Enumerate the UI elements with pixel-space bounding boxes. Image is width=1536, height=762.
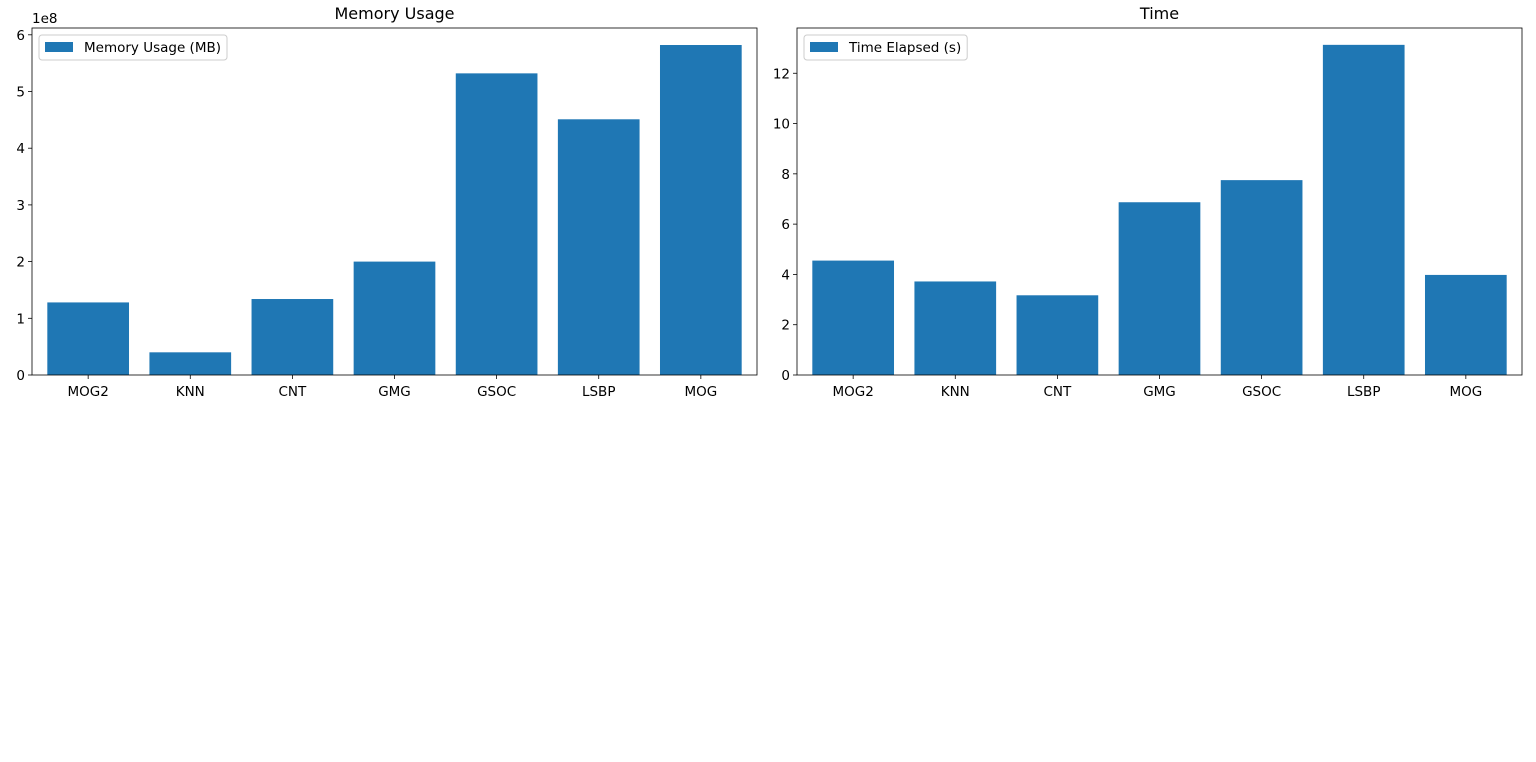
y-tick-label: 0	[16, 368, 25, 384]
bar-gmg	[353, 261, 436, 375]
y-tick-label: 2	[781, 318, 790, 334]
legend-box	[803, 34, 968, 61]
bar-lsbp	[1322, 44, 1405, 375]
y-tick-label: 8	[781, 167, 790, 183]
y-tick-label: 0	[781, 368, 790, 384]
x-tick-label: LSBP	[1347, 384, 1381, 400]
x-tick-label: KNN	[176, 384, 205, 400]
time-chart: MOG2 KNN CNT GMG GSOC LSBP MOG 0 2 4 6 8 10 12 Time Tim…	[773, 4, 1523, 400]
x-tick-label: GMG	[378, 384, 411, 400]
bar-cnt	[251, 299, 334, 375]
legend: Memory Usage (MB)	[38, 34, 228, 61]
bar-mog	[1424, 274, 1507, 375]
x-tick-label: KNN	[941, 384, 970, 400]
legend-box	[38, 34, 228, 61]
bar-mog	[659, 45, 742, 375]
x-tick-label: CNT	[278, 384, 307, 400]
y-tick-label: 6	[781, 217, 790, 233]
x-tick-label: MOG2	[832, 384, 873, 400]
bar-knn	[914, 281, 997, 375]
legend: Time Elapsed (s)	[803, 34, 968, 61]
bar-lsbp	[557, 119, 640, 375]
x-tick-label: GSOC	[1242, 384, 1281, 400]
y-tick-label: 10	[773, 117, 790, 133]
x-tick-label: MOG	[1449, 384, 1482, 400]
x-tick-label: GSOC	[477, 384, 516, 400]
bar-gsoc	[1220, 180, 1303, 375]
y-offset-label: 1e8	[32, 11, 57, 27]
y-tick-label: 2	[16, 255, 25, 271]
bar-gsoc	[455, 73, 538, 376]
x-tick-label: MOG2	[67, 384, 108, 400]
y-tick-label: 4	[16, 141, 25, 157]
y-tick-label: 1	[16, 311, 25, 327]
y-tick-label: 6	[16, 28, 25, 44]
bar-mog2	[812, 260, 895, 375]
x-tick-label: MOG	[684, 384, 717, 400]
bar-cnt	[1016, 295, 1099, 375]
bar-knn	[149, 352, 232, 375]
y-tick-label: 12	[773, 66, 790, 82]
legend-label: Time Elapsed (s)	[848, 40, 961, 56]
bar-gmg	[1118, 202, 1201, 375]
y-tick-label: 5	[16, 85, 25, 101]
bar-mog2	[47, 302, 130, 375]
x-tick-label: CNT	[1043, 384, 1072, 400]
x-tick-label: GMG	[1143, 384, 1176, 400]
legend-label: Memory Usage (MB)	[84, 40, 221, 56]
memory-usage-chart: MOG2 KNN CNT GMG GSOC LSBP MOG 0 1 2 3 4 5 6 1e8 Memory…	[16, 4, 758, 400]
chart-title: Memory Usage	[334, 4, 454, 23]
chart-title: Time	[1139, 4, 1179, 23]
x-tick-label: LSBP	[582, 384, 616, 400]
y-tick-label: 3	[16, 198, 25, 214]
legend-swatch	[45, 42, 73, 52]
legend-swatch	[810, 42, 838, 52]
y-tick-label: 4	[781, 267, 790, 283]
